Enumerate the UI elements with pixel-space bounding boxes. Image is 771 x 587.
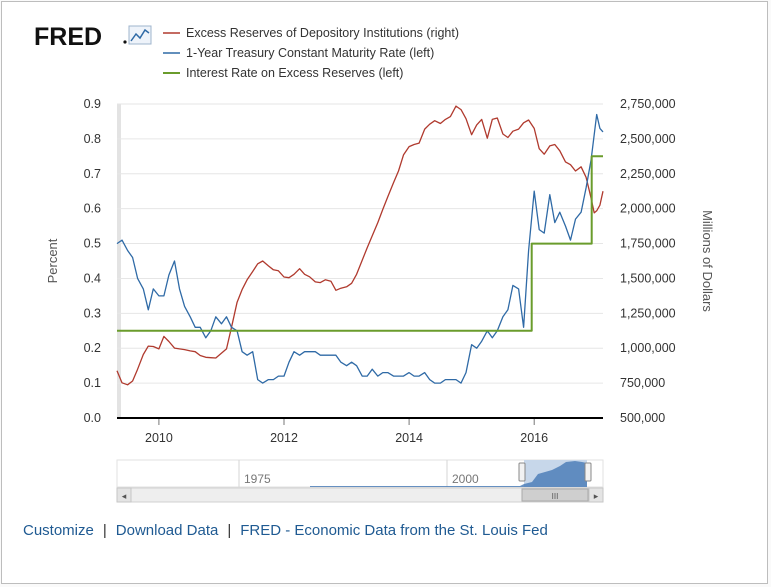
navigator-handle-right[interactable] xyxy=(584,462,592,482)
y-axis-right: 500,000 750,000 1,000,000 1,250,000 1,500,00… xyxy=(620,97,676,425)
x-axis: 2010 2012 2014 2016 xyxy=(145,418,548,445)
download-data-link[interactable]: Download Data xyxy=(115,522,219,539)
y-tick-label-right: 1,250,000 xyxy=(620,306,676,320)
x-tick-label: 2010 xyxy=(145,431,173,445)
y-tick-label-right: 750,000 xyxy=(620,376,665,390)
y-axis-left: 0.0 0.1 0.2 0.3 0.4 0.5 0.6 0.7 0.8 0.9 xyxy=(84,97,101,425)
y-tick-label-left: 0.6 xyxy=(84,202,101,216)
legend-label-treasury[interactable]: 1-Year Treasury Constant Maturity Rate (… xyxy=(186,46,434,60)
fred-home-link[interactable]: FRED - Economic Data from the St. Louis … xyxy=(240,522,548,539)
x-tick-label: 2016 xyxy=(520,431,548,445)
plot-area xyxy=(117,104,603,418)
scrollbar[interactable]: ◂ ▸ III xyxy=(116,487,604,503)
scrollbar-right-button[interactable] xyxy=(588,487,604,503)
navigator-handle-left[interactable] xyxy=(518,462,526,482)
scrollbar-left-button[interactable] xyxy=(116,487,132,503)
y-tick-label-right: 2,500,000 xyxy=(620,132,676,146)
scroll-right-icon: ▸ xyxy=(594,491,599,501)
y-tick-label-left: 0.2 xyxy=(84,341,101,355)
y-tick-label-right: 2,750,000 xyxy=(620,97,676,111)
y-tick-label-right: 1,500,000 xyxy=(620,271,676,285)
y-tick-label-left: 0.1 xyxy=(84,376,101,390)
y-tick-label-right: 1,750,000 xyxy=(620,237,676,251)
navigator-series-area xyxy=(310,461,587,487)
legend-label-excess-reserves[interactable]: Excess Reserves of Depository Institutio… xyxy=(186,26,459,40)
y-tick-label-right: 2,000,000 xyxy=(620,202,676,216)
logo-dot xyxy=(123,40,127,44)
footer-separator: | xyxy=(102,522,107,539)
fred-logo-text: FRED xyxy=(34,23,102,51)
chart-icon xyxy=(128,25,152,45)
fred-logo[interactable]: FRED xyxy=(34,23,152,51)
plot-left-edge xyxy=(117,104,121,418)
y-tick-label-left: 0.8 xyxy=(84,132,101,146)
navigator-label-1975: 1975 xyxy=(244,472,271,486)
x-tick-label: 2014 xyxy=(395,431,423,445)
scrollbar-grip-icon: III xyxy=(552,492,559,501)
legend: Excess Reserves of Depository Institutio… xyxy=(163,26,459,80)
gridlines xyxy=(117,103,603,384)
navigator-label-2000: 2000 xyxy=(452,472,479,486)
customize-link[interactable]: Customize xyxy=(23,522,94,539)
series-line-excess-reserves[interactable] xyxy=(116,105,604,386)
y-tick-label-right: 500,000 xyxy=(620,411,665,425)
series-line-ioer[interactable] xyxy=(117,155,603,332)
navigator[interactable]: 1975 2000 xyxy=(116,459,604,488)
y-tick-label-right: 2,250,000 xyxy=(620,167,676,181)
y-tick-label-left: 0.7 xyxy=(84,167,101,181)
series-lines xyxy=(116,105,604,386)
footer-separator: | xyxy=(227,522,232,539)
y-axis-title-left: Percent xyxy=(45,238,60,283)
scroll-left-icon: ◂ xyxy=(122,491,127,501)
legend-label-ioer[interactable]: Interest Rate on Excess Reserves (left) xyxy=(186,66,403,80)
series-line-treasury[interactable] xyxy=(116,113,604,384)
y-tick-label-right: 1,000,000 xyxy=(620,341,676,355)
y-axis-title-right: Millions of Dollars xyxy=(700,210,715,312)
y-tick-label-left: 0.5 xyxy=(84,237,101,251)
y-tick-label-left: 0.9 xyxy=(84,97,101,111)
y-tick-label-left: 0.4 xyxy=(84,271,101,285)
x-tick-label: 2012 xyxy=(270,431,298,445)
footer-links: Customize | Download Data | FRED - Economic … xyxy=(23,522,548,539)
scrollbar-thumb[interactable] xyxy=(521,488,589,502)
y-tick-label-left: 0.0 xyxy=(84,411,101,425)
chart-icon-line xyxy=(130,28,150,42)
y-tick-label-left: 0.3 xyxy=(84,306,101,320)
